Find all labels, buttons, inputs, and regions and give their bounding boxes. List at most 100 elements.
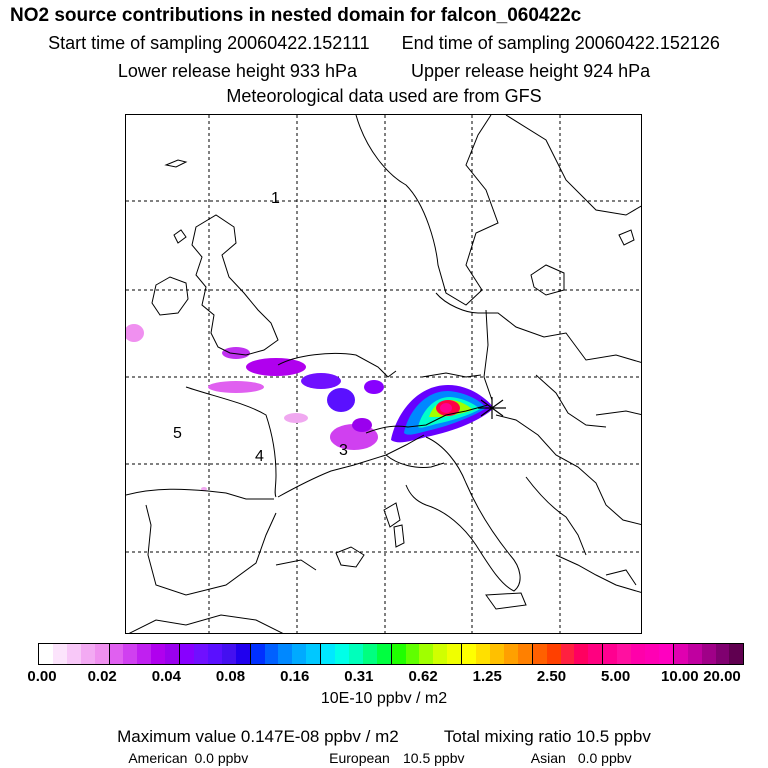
region-label-3: 3 [339,442,348,459]
colorbar-swatch [335,644,349,664]
start-time-label: Start time of sampling 20060422.152111 [48,33,370,53]
colorbar-swatch [574,644,589,664]
colorbar-swatch [391,644,406,664]
plume-patch-center [327,388,355,412]
colorbar-swatch [376,644,392,664]
region-label-5: 5 [173,425,182,442]
colorbar-swatch [517,644,533,664]
colorbar-tick-label: 2.50 [536,668,567,685]
graticule [126,115,641,633]
map-panel: 1 5 4 3 [125,114,642,634]
colorbar-swatch [221,644,236,664]
colorbar-swatch [447,644,463,664]
plume-patch-south [284,413,308,423]
colorbar-swatch [94,644,110,664]
lower-release-label: Lower release height 933 hPa [117,61,357,81]
release-heights: Lower release height 933 hPa Upper relea… [0,61,768,82]
colorbar-ticks: 0.00 0.02 0.04 0.08 0.16 0.31 0.62 1.25 2.50 5.00… [0,668,768,688]
colorbar-swatch [644,644,659,664]
asian-label: Asian [530,750,566,766]
colorbar-tick-label: 10.00 [661,668,699,685]
colorbar-tick-label: 0.00 [27,668,57,685]
colorbar-swatch [278,644,293,664]
total-mixing-label: Total mixing ratio 10.5 ppbv [443,727,651,746]
colorbar-swatch [348,644,363,664]
colorbar-tick-label: 0.31 [344,668,374,685]
colorbar-swatch [687,644,702,664]
colorbar-swatch [193,644,208,664]
chart-title: NO2 source contributions in nested domai… [10,5,582,26]
colorbar-tick-label: 0.62 [408,668,438,685]
colorbar-swatch [80,644,95,664]
colorbar-swatch [123,644,138,664]
colorbar-tick-label: 0.02 [87,668,117,685]
colorbar-swatch [419,644,434,664]
colorbar-swatch [109,644,124,664]
summary-row: Maximum value 0.147E-08 ppbv / m2 Total … [0,727,768,747]
met-data-label: Meteorological data used are from GFS [226,86,542,106]
colorbar-swatch [476,644,490,664]
colorbar-swatch [52,644,67,664]
plume-patch-uk [222,347,250,359]
colorbar-tick-label: 20.00 [703,668,741,685]
map-canvas: 1 5 4 3 [126,115,641,633]
colorbar-tick-label: 5.00 [601,668,631,685]
star-icon [478,397,506,419]
american-label: American [128,750,188,766]
colorbar-tick-label: 0.16 [280,668,310,685]
colorbar-swatch [433,644,448,664]
colorbar-swatch [362,644,377,664]
colorbar-swatch [617,644,632,664]
source-breakdown: American 0.0 ppbv European 10.5 ppbv Asi… [0,750,768,766]
colorbar-swatch [658,644,674,664]
max-value-label: Maximum value 0.147E-08 ppbv / m2 [117,727,399,746]
colorbar-tick-label: 0.04 [151,668,181,685]
plume-patch-core [352,418,372,432]
colorbar-swatch [250,644,265,664]
end-time-label: End time of sampling 20060422.152126 [401,33,720,53]
colorbar-swatch [546,644,561,664]
plume-patch-iberia [201,487,207,491]
american-value: 0.0 ppbv [194,750,249,766]
colorbar-units: 10E-10 ppbv / m2 [320,690,448,707]
upper-release-label: Upper release height 924 hPa [411,61,651,81]
colorbar-swatch [729,644,744,664]
colorbar-swatch [503,644,518,664]
colorbar-swatch [631,644,645,664]
european-value: 10.5 ppbv [402,750,465,766]
colorbar-swatch [306,644,322,664]
colorbar-swatch [207,644,222,664]
plume-peak-core [440,403,452,413]
european-label: European [329,750,390,766]
plume-patch-strip [208,381,264,393]
colorbar-swatch [137,644,152,664]
plume-patch-west [126,324,144,342]
plume-patch-east [364,380,384,394]
colorbar-swatch [701,644,716,664]
sampling-times: Start time of sampling 20060422.152111 E… [0,33,768,54]
plume-patch-north-france [301,373,341,389]
colorbar-swatch [264,644,279,664]
colorbar-tick-label: 0.08 [215,668,246,685]
coastlines [126,115,641,633]
colorbar-swatch [180,644,194,664]
colorbar-swatch [405,644,420,664]
colorbar-swatch [560,644,575,664]
plume-patch-channel [246,358,306,376]
colorbar-swatch [588,644,604,664]
colorbar-swatch [66,644,81,664]
colorbar-tick-label: 1.25 [472,668,502,685]
plume [126,324,494,491]
colorbar-swatch [292,644,307,664]
colorbar-swatch [603,644,618,664]
asian-value: 0.0 ppbv [577,750,632,766]
colorbar-swatch [321,644,336,664]
colorbar-swatch [673,644,688,664]
colorbar-swatch [462,644,477,664]
colorbar-swatch [165,644,181,664]
region-label-4: 4 [255,448,264,465]
colorbar-swatch [715,644,730,664]
colorbar-swatch [490,644,504,664]
colorbar-swatch [39,644,53,664]
colorbar-swatch [151,644,166,664]
